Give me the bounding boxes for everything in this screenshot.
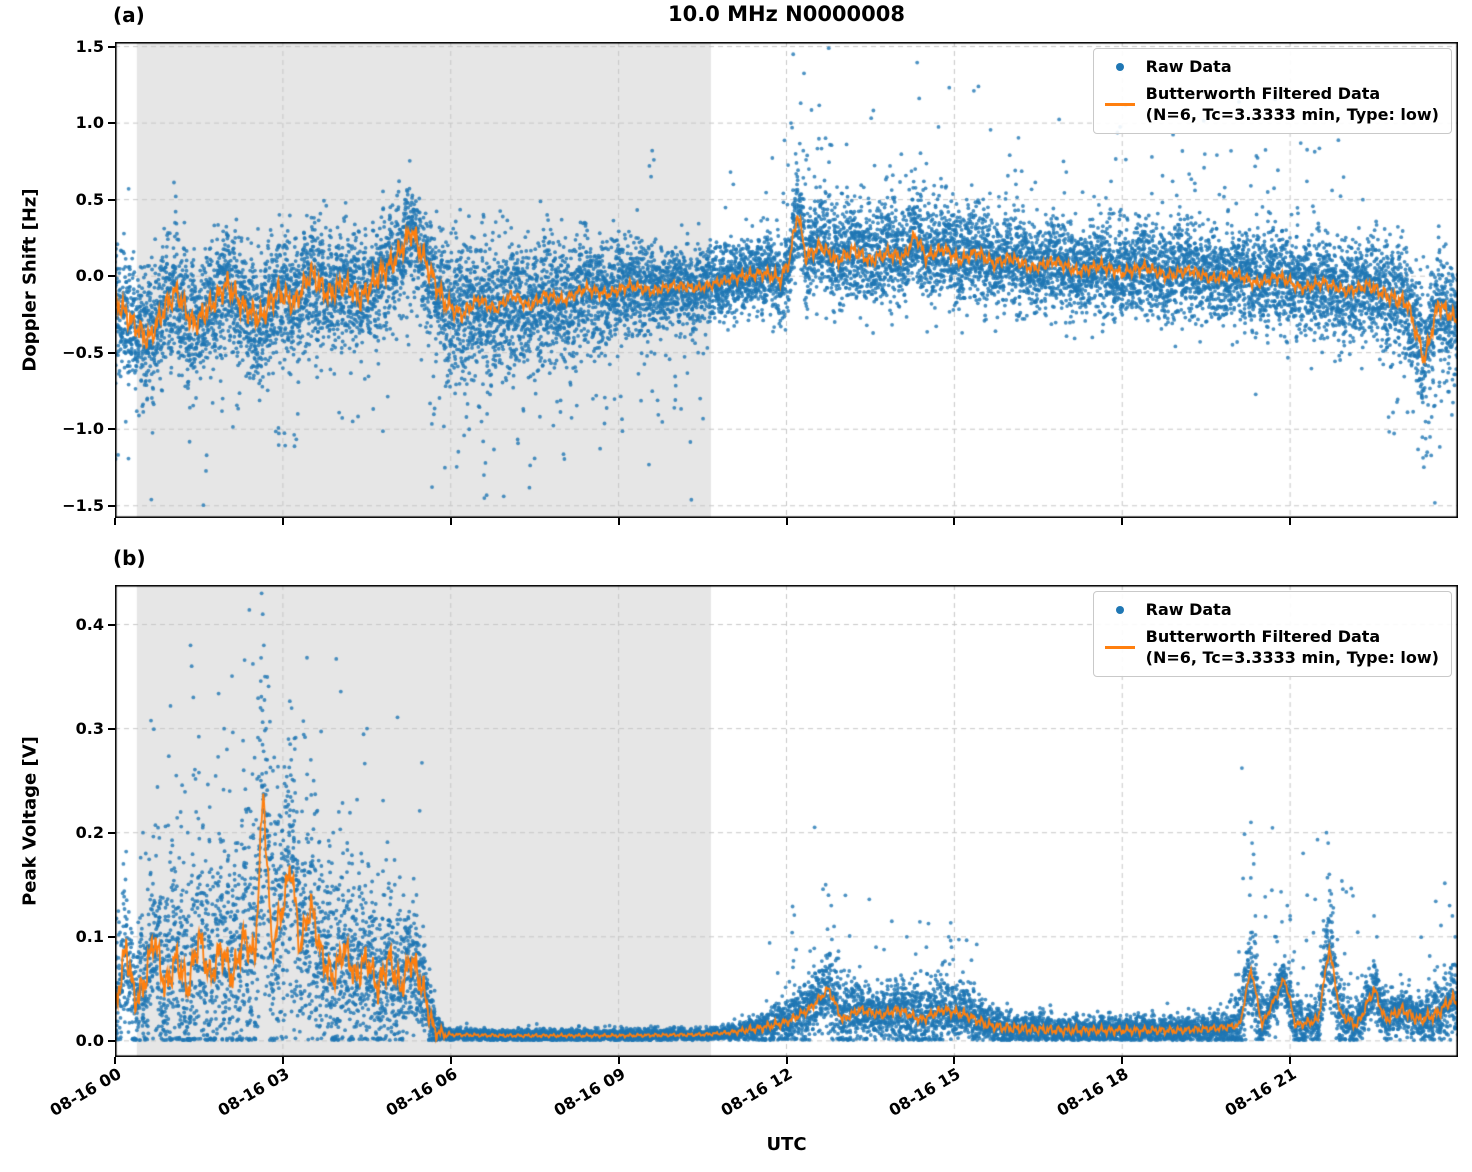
x-tick-mark [114,518,116,525]
panel-a-label: (a) [113,3,145,27]
y-tick-label: 0.3 [75,718,104,738]
y-tick-mark [108,428,115,431]
legend-raw-label: Raw Data [1145,600,1232,619]
y-tick-mark [108,45,115,48]
x-tick-mark [785,518,788,525]
y-tick-label: −1.5 [62,495,104,515]
y-tick-label: 0.0 [75,266,104,286]
raw-data-marker-icon [1102,606,1138,615]
x-tick-label: 08-16 03 [214,1064,293,1120]
legend-filtered-sublabel: (N=6, Tc=3.3333 min, Type: low) [1145,647,1439,667]
x-tick-mark [617,1057,620,1064]
legend-a: Raw Data Butterworth Filtered Data (N=6,… [1092,48,1452,135]
x-tick-mark [281,518,284,525]
x-tick-label: 08-16 15 [885,1064,964,1120]
x-tick-mark [953,1057,956,1064]
legend-entry-raw: Raw Data [1102,57,1439,78]
y-tick-mark [108,727,115,730]
y-tick-label: 0.0 [75,1030,104,1050]
y-tick-mark [108,831,115,834]
x-tick-mark [1289,1057,1292,1064]
legend-filtered-sublabel: (N=6, Tc=3.3333 min, Type: low) [1145,104,1439,124]
y-tick-mark [108,623,115,626]
x-axis-label: UTC [766,1134,807,1155]
y-tick-mark [108,275,115,278]
y-tick-mark [108,1039,115,1042]
x-tick-mark [617,518,620,525]
legend-b: Raw Data Butterworth Filtered Data (N=6,… [1092,591,1452,678]
x-tick-label: 08-16 12 [718,1064,796,1120]
x-tick-label: 08-16 06 [382,1064,461,1120]
figure-title: 10.0 MHz N0000008 [668,2,905,26]
x-tick-mark [953,518,956,525]
x-tick-label: 08-16 18 [1053,1064,1132,1120]
y-tick-label: 0.5 [75,189,104,209]
legend-filtered-label: Butterworth Filtered Data [1145,83,1381,103]
x-tick-label: 08-16 09 [550,1064,629,1120]
filtered-line-marker-icon [1102,103,1138,107]
y-tick-mark [108,504,115,507]
y-tick-label: 0.1 [75,926,104,946]
x-tick-mark [785,1057,788,1064]
x-tick-mark [1289,518,1292,525]
legend-entry-filtered: Butterworth Filtered Data (N=6, Tc=3.333… [1102,84,1439,126]
filtered-line-marker-icon [1102,646,1138,650]
y-tick-label: −1.0 [62,419,104,439]
y-tick-label: −0.5 [62,342,104,362]
legend-raw-label: Raw Data [1145,57,1232,76]
x-tick-mark [281,1057,284,1064]
raw-data-marker-icon [1102,63,1138,72]
x-tick-mark [1121,1057,1124,1064]
x-tick-mark [114,1057,116,1064]
x-tick-mark [449,518,452,525]
x-tick-label: 08-16 00 [46,1064,125,1120]
x-tick-mark [1121,518,1124,525]
legend-entry-raw: Raw Data [1102,600,1439,621]
x-tick-mark [449,1057,452,1064]
y-tick-label: 0.4 [75,614,104,634]
y-tick-mark [108,935,115,938]
legend-entry-filtered: Butterworth Filtered Data (N=6, Tc=3.333… [1102,627,1439,669]
y-tick-mark [108,198,115,201]
x-tick-label: 08-16 21 [1221,1064,1300,1120]
y-tick-label: 1.5 [75,36,104,56]
y-tick-label: 0.2 [75,822,104,842]
panel-b-label: (b) [113,546,146,570]
y-axis-label-b: Peak Voltage [V] [19,736,41,906]
y-tick-mark [108,351,115,354]
y-tick-label: 1.0 [75,113,104,133]
y-tick-mark [108,122,115,125]
legend-filtered-label: Butterworth Filtered Data [1145,626,1381,646]
